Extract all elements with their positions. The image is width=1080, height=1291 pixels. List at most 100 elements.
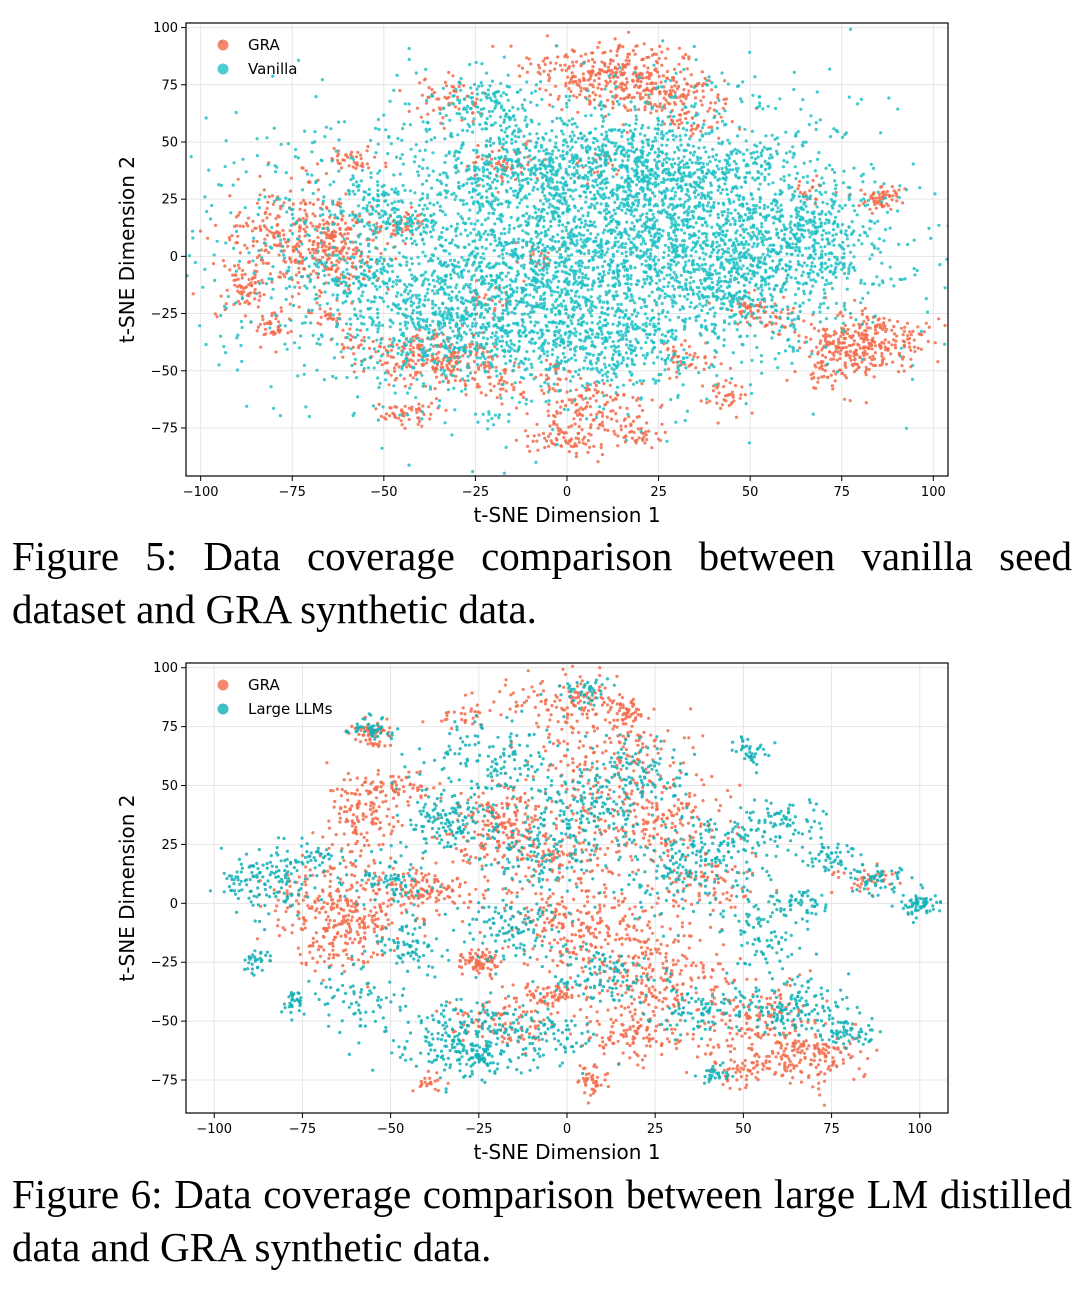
scatter-point — [662, 89, 667, 93]
scatter-point — [594, 399, 598, 403]
scatter-point — [745, 202, 749, 206]
scatter-point — [213, 278, 217, 282]
scatter-point — [667, 253, 671, 257]
scatter-point — [474, 181, 478, 185]
scatter-point — [290, 295, 294, 299]
scatter-point — [384, 417, 388, 421]
scatter-point — [392, 224, 396, 228]
scatter-point — [344, 299, 348, 303]
scatter-point — [682, 163, 686, 167]
scatter-point — [255, 137, 259, 141]
scatter-point — [341, 328, 345, 332]
scatter-point — [261, 261, 265, 265]
scatter-point — [351, 248, 356, 252]
scatter-point — [355, 328, 359, 332]
scatter-point — [588, 311, 592, 315]
scatter-point — [506, 271, 510, 275]
scatter-point — [413, 155, 417, 159]
scatter-point — [819, 339, 823, 343]
scatter-point — [853, 330, 858, 334]
scatter-point — [311, 202, 316, 206]
scatter-point — [699, 99, 703, 103]
scatter-point — [573, 294, 578, 298]
scatter-point — [952, 161, 955, 164]
scatter-point — [267, 195, 271, 199]
scatter-point — [479, 363, 483, 367]
scatter-point — [530, 307, 534, 311]
scatter-point — [462, 268, 466, 272]
scatter-point — [860, 312, 865, 316]
scatter-point — [398, 322, 402, 326]
scatter-point — [808, 355, 812, 359]
scatter-point — [880, 354, 884, 358]
scatter-point — [417, 402, 421, 406]
scatter-point — [644, 356, 648, 360]
scatter-point — [664, 56, 668, 60]
scatter-point — [368, 227, 372, 231]
scatter-point — [427, 282, 431, 286]
scatter-point — [697, 236, 701, 240]
scatter-point — [250, 277, 254, 281]
scatter-point — [474, 246, 478, 250]
scatter-point — [439, 263, 444, 267]
scatter-point — [362, 269, 366, 273]
scatter-point — [563, 431, 567, 435]
scatter-point — [648, 257, 652, 261]
scatter-point — [759, 354, 764, 358]
scatter-point — [774, 321, 778, 326]
scatter-point — [785, 378, 789, 382]
scatter-point — [566, 254, 571, 258]
scatter-point — [773, 314, 778, 318]
scatter-point — [442, 249, 446, 253]
scatter-point — [443, 213, 447, 217]
scatter-point — [609, 90, 613, 94]
scatter-point — [392, 338, 396, 342]
scatter-point — [390, 264, 394, 268]
scatter-point — [595, 139, 599, 143]
scatter-point — [350, 363, 354, 368]
scatter-point — [375, 258, 379, 262]
scatter-point — [351, 252, 355, 256]
scatter-point — [841, 346, 846, 350]
scatter-point — [615, 49, 619, 53]
scatter-point — [537, 433, 541, 437]
scatter-point — [334, 149, 338, 153]
scatter-point — [594, 361, 598, 365]
scatter-point — [386, 203, 390, 207]
scatter-point — [539, 373, 543, 377]
scatter-point — [304, 230, 308, 234]
scatter-point — [426, 336, 430, 340]
scatter-point — [570, 424, 574, 428]
scatter-point — [738, 396, 742, 400]
scatter-point — [631, 395, 635, 400]
scatter-point — [836, 337, 841, 341]
scatter-point — [402, 377, 406, 381]
scatter-point — [416, 407, 421, 411]
scatter-point — [618, 70, 623, 74]
scatter-point — [271, 202, 275, 206]
scatter-point — [574, 299, 578, 303]
scatter-point — [587, 388, 592, 392]
scatter-point — [521, 229, 525, 233]
scatter-point — [409, 296, 413, 300]
scatter-point — [553, 67, 557, 71]
scatter-point — [460, 335, 464, 339]
scatter-point — [758, 301, 763, 305]
scatter-point — [198, 324, 202, 328]
scatter-point — [233, 264, 237, 268]
scatter-point — [154, 211, 157, 214]
scatter-point — [410, 405, 414, 409]
scatter-point — [395, 362, 399, 366]
scatter-point — [533, 264, 538, 268]
scatter-point — [404, 211, 408, 215]
scatter-point — [913, 349, 917, 354]
scatter-point — [289, 223, 293, 227]
scatter-point — [568, 81, 572, 85]
scatter-point — [890, 198, 894, 202]
scatter-point — [545, 151, 549, 155]
scatter-point — [341, 214, 345, 218]
scatter-point — [857, 333, 862, 337]
scatter-point — [453, 243, 458, 247]
scatter-point — [586, 265, 590, 269]
scatter-point — [356, 395, 360, 399]
